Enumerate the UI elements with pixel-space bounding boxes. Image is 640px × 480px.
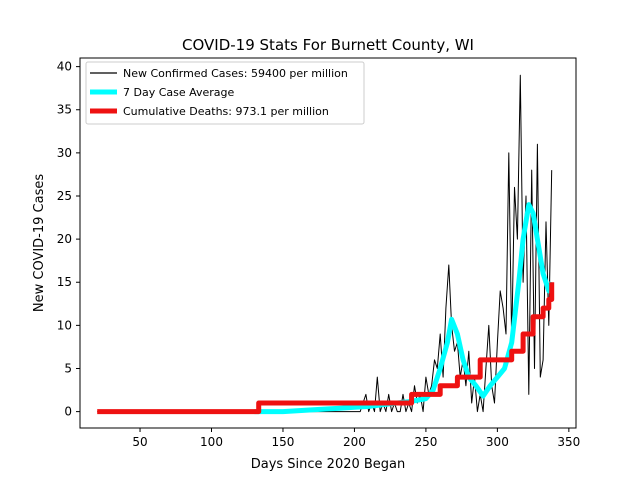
y-tick-label: 15: [57, 275, 72, 289]
x-tick-label: 100: [200, 435, 223, 449]
series-line-cumulative-deaths: [97, 282, 555, 415]
x-tick-label: 150: [272, 435, 295, 449]
legend-label-average: 7 Day Case Average: [123, 86, 235, 99]
y-tick-label: 5: [64, 361, 72, 375]
x-axis-label: Days Since 2020 Began: [251, 457, 406, 472]
y-tick-label: 30: [57, 146, 72, 160]
x-tick-label: 350: [557, 435, 580, 449]
y-tick-label: 0: [64, 405, 72, 419]
y-tick-label: 40: [57, 60, 72, 74]
y-tick-label: 25: [57, 189, 72, 203]
y-tick-label: 35: [57, 103, 72, 117]
legend: New Confirmed Cases: 59400 per million 7…: [85, 61, 365, 125]
y-axis-label: New COVID-19 Cases: [32, 174, 47, 312]
x-tick-label: 250: [414, 435, 437, 449]
x-tick-label: 50: [132, 435, 147, 449]
plot-frame: [79, 57, 577, 429]
legend-label-deaths: Cumulative Deaths: 973.1 per million: [123, 105, 329, 118]
ticks-layer: 50 100 150 200 250 300 350 0 5 10 15 20 25 30 35 40: [57, 60, 581, 449]
x-tick-label: 300: [486, 435, 509, 449]
legend-label-cases: New Confirmed Cases: 59400 per million: [123, 67, 348, 80]
chart-title: COVID-19 Stats For Burnett County, WI: [182, 36, 474, 54]
series-line-7-day-average: [254, 202, 555, 415]
y-tick-label: 10: [57, 318, 72, 332]
legend-box: [85, 61, 365, 125]
series-layer: [97, 74, 555, 415]
x-tick-label: 200: [343, 435, 366, 449]
y-tick-label: 20: [57, 232, 72, 246]
